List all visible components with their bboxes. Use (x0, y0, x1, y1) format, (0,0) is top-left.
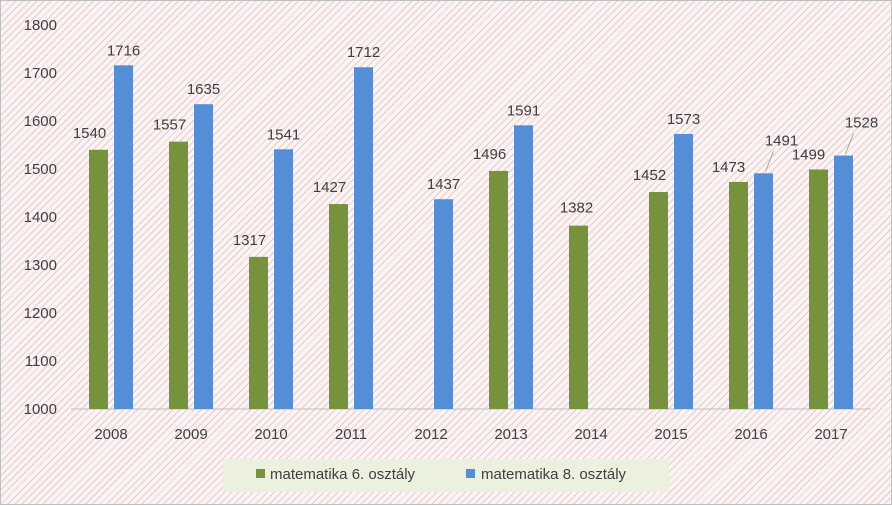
legend-label-series-2: matematika 8. osztály (481, 466, 627, 483)
data-label-leader-line (765, 151, 774, 172)
bar-series-2 (434, 199, 453, 409)
bar-series-2 (834, 155, 853, 409)
data-label-series-2: 1491 (765, 132, 798, 149)
bar-series-1 (489, 170, 508, 409)
data-label-series-1: 1496 (473, 146, 506, 163)
data-label-series-1: 1452 (633, 167, 666, 184)
x-tick-label: 2009 (174, 426, 207, 443)
y-tick-label: 1700 (24, 65, 57, 82)
bar-series-2 (194, 104, 213, 409)
bar-series-2 (274, 149, 293, 409)
data-label-series-2: 1573 (667, 111, 700, 128)
bar-series-1 (569, 225, 588, 409)
bar-series-1 (169, 141, 188, 409)
legend-box (223, 459, 669, 492)
x-tick-label: 2011 (335, 426, 367, 443)
y-tick-label: 1800 (24, 17, 57, 34)
x-tick-label: 2010 (254, 426, 287, 443)
legend-swatch-series-2 (466, 469, 475, 478)
x-tick-label: 2015 (654, 426, 687, 443)
y-tick-label: 1400 (24, 209, 57, 226)
data-label-series-1: 1499 (792, 146, 825, 163)
data-label-series-2: 1541 (267, 126, 300, 143)
x-tick-label: 2013 (494, 426, 527, 443)
data-label-series-2: 1528 (845, 115, 878, 132)
data-label-leader-line (845, 133, 854, 154)
data-label-series-1: 1473 (712, 159, 745, 176)
data-label-series-2: 1437 (427, 176, 460, 193)
x-tick-label: 2012 (414, 426, 447, 443)
bar-series-1 (249, 256, 268, 409)
data-label-series-1: 1557 (153, 117, 186, 134)
bar-series-1 (89, 149, 108, 410)
data-label-series-1: 1540 (73, 125, 106, 142)
y-tick-label: 1600 (24, 113, 57, 130)
data-label-series-1: 1317 (233, 232, 266, 249)
data-label-series-2: 1591 (507, 102, 540, 119)
bar-series-1 (809, 169, 828, 409)
y-tick-label: 1500 (24, 161, 57, 178)
legend-swatch-series-1 (256, 469, 265, 478)
y-axis: 1000 1100 1200 1300 1400 1500 1600 1700 1800 (24, 17, 57, 418)
bars-group (89, 65, 853, 410)
bar-series-2 (354, 67, 373, 410)
data-label-series-1: 1382 (560, 200, 593, 217)
data-label-series-2: 1712 (347, 44, 380, 61)
bar-series-1 (329, 204, 348, 409)
bar-series-2 (674, 133, 693, 409)
x-tick-label: 2014 (574, 426, 607, 443)
y-tick-label: 1100 (25, 353, 57, 370)
y-tick-label: 1300 (24, 257, 57, 274)
x-tick-label: 2017 (814, 426, 847, 443)
y-tick-label: 1200 (24, 305, 57, 322)
x-axis: 2008 2009 2010 2011 2012 2013 2014 2015 2016 2017 (71, 408, 871, 443)
bar-series-2 (514, 125, 533, 409)
data-label-series-2: 1635 (187, 81, 220, 98)
legend: matematika 6. osztály matematika 8. oszt… (223, 459, 669, 492)
legend-label-series-1: matematika 6. osztály (270, 466, 416, 483)
x-tick-label: 2016 (734, 426, 767, 443)
bar-series-1 (729, 181, 748, 409)
bar-series-2 (754, 173, 773, 409)
data-label-series-2: 1716 (107, 42, 140, 59)
x-tick-label: 2008 (94, 426, 127, 443)
data-label-series-1: 1427 (313, 179, 346, 196)
y-tick-label: 1000 (24, 401, 57, 418)
bar-series-2 (114, 65, 133, 409)
bar-series-1 (649, 192, 668, 409)
data-labels-group: 1716 1540 1635 1557 1541 1317 1712 1427 1437 1591… (73, 42, 878, 249)
